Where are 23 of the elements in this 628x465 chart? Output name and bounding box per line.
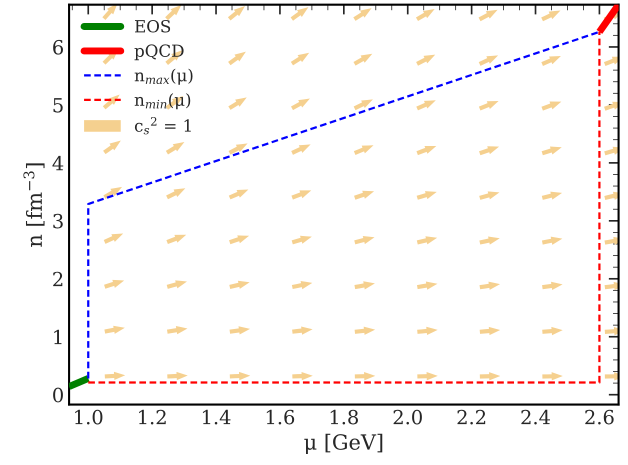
x-tick-label: 2.4 bbox=[521, 410, 550, 424]
y-axis-title: n [fm$^{−3}$] bbox=[23, 163, 45, 247]
x-tick-label: 2.2 bbox=[457, 410, 486, 424]
y-tick-label: 4 bbox=[52, 156, 64, 170]
legend-label: pQCD bbox=[134, 44, 184, 60]
y-tick-label: 1 bbox=[54, 330, 62, 344]
x-tick-label: 2.0 bbox=[394, 410, 422, 424]
legend-label: c$_{s}$$^{2}$ = 1 bbox=[134, 116, 191, 134]
x-tick-label: 1.8 bbox=[330, 410, 358, 424]
x-tick-label: 1.6 bbox=[266, 410, 294, 424]
x-tick-label: 2.6 bbox=[585, 410, 614, 424]
x-axis-title: μ [GeV] bbox=[304, 434, 382, 454]
y-tick-label: 3 bbox=[53, 214, 63, 228]
y-tick-label: 2 bbox=[53, 272, 62, 286]
legend-label: EOS bbox=[135, 20, 170, 33]
legend-label: n$_{max}$(μ) bbox=[134, 68, 193, 85]
y-tick-label: 6 bbox=[53, 40, 63, 55]
y-tick-label: 5 bbox=[54, 98, 63, 113]
x-tick-label: 1.2 bbox=[139, 410, 166, 424]
legend-label: n$_{min}$(μ) bbox=[134, 93, 190, 110]
x-tick-label: 1.4 bbox=[202, 410, 231, 424]
x-tick-label: 1.0 bbox=[75, 410, 102, 424]
y-tick-label: 0 bbox=[53, 388, 63, 402]
